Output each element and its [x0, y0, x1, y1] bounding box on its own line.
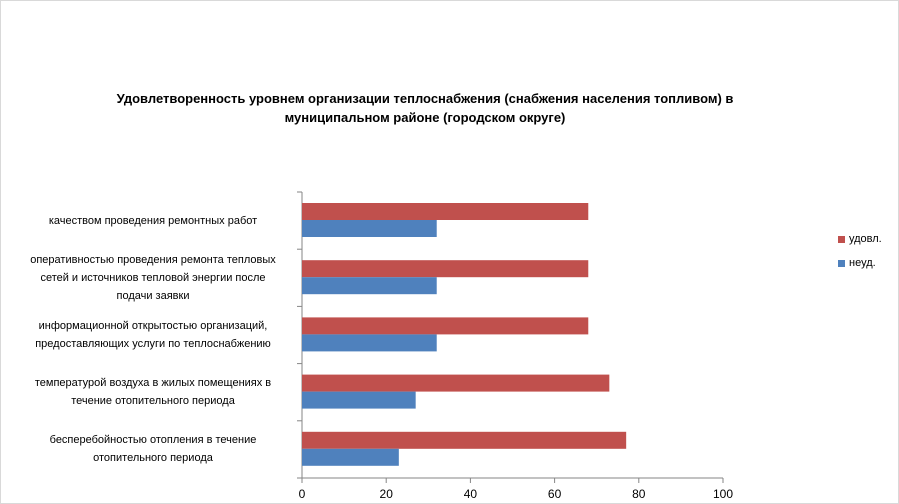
- x-tick-label: 80: [632, 487, 646, 501]
- category-label-line: предоставляющих услуги по теплоснабжению: [35, 338, 271, 350]
- x-tick-label: 60: [548, 487, 562, 501]
- x-tick-label: 40: [464, 487, 478, 501]
- category-label: информационной открытостью организаций, п…: [8, 317, 298, 353]
- legend-swatch: [838, 259, 845, 267]
- category-label-line: оперативностью проведения ремонта теплов…: [30, 253, 276, 266]
- x-tick-label: 0: [299, 487, 306, 501]
- legend-swatch: [838, 235, 845, 243]
- bar-udovl: [302, 203, 589, 220]
- category-label: бесперебойностью отопления в течение отоп…: [8, 431, 298, 467]
- legend-item: неуд.: [838, 257, 876, 269]
- category-label: оперативностью проведения ремонта теплов…: [8, 251, 298, 305]
- legend-item: удовл.: [838, 233, 882, 245]
- x-tick-label: 100: [713, 487, 733, 501]
- bar-udovl: [302, 260, 589, 278]
- bar-neud: [302, 277, 437, 295]
- category-label-line: отопительного периода: [93, 452, 213, 465]
- chart-title: Удовлетворенность уровнем организации те…: [116, 91, 734, 125]
- category-label-line: течение отопительного периода: [71, 395, 235, 408]
- bar-neud: [302, 448, 399, 466]
- bar-neud: [302, 334, 437, 352]
- category-label: температурой воздуха в жилых помещениях …: [8, 374, 298, 410]
- category-label-line: качеством проведения ремонтных работ: [48, 214, 258, 227]
- x-tick-label: 20: [380, 487, 394, 501]
- category-label: качеством проведения ремонтных работ: [8, 212, 298, 230]
- bar-udovl: [302, 374, 610, 392]
- category-label-line: подачи заявки: [116, 289, 190, 302]
- legend-label: удовл.: [849, 233, 882, 245]
- legend-label: неуд.: [849, 257, 876, 269]
- bar-udovl: [302, 431, 627, 449]
- category-label-line: сетей и источников тепловой энергии посл…: [40, 271, 266, 284]
- category-label-line: информационной открытостью организаций,: [38, 320, 268, 332]
- category-label-line: бесперебойностью отопления в течение: [49, 434, 257, 447]
- bar-neud: [302, 391, 416, 409]
- bar-neud: [302, 220, 437, 237]
- category-label-line: температурой воздуха в жилых помещениях …: [34, 377, 272, 390]
- bar-udovl: [302, 317, 589, 335]
